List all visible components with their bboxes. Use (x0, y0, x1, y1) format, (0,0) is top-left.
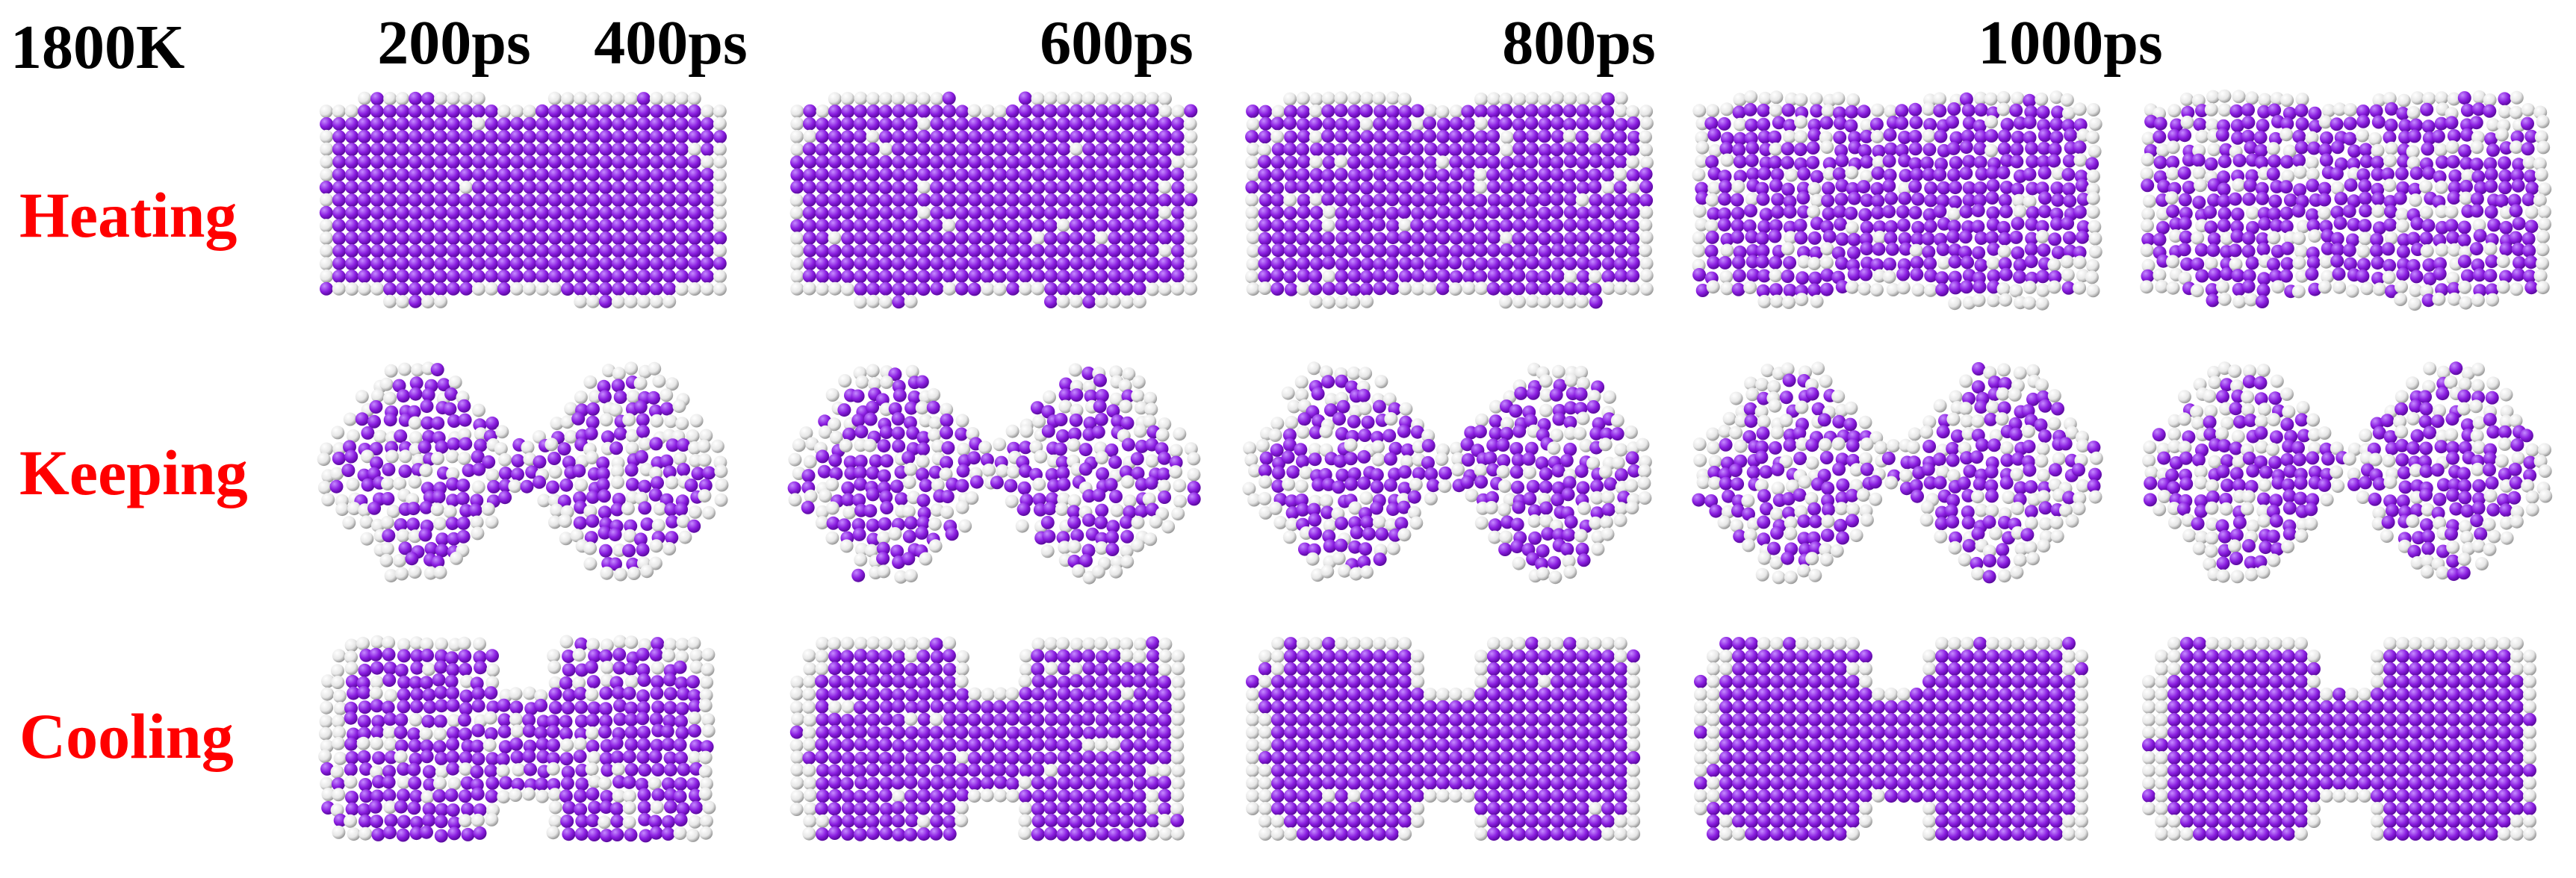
time-label-200ps: 200ps (377, 8, 531, 78)
time-label-400ps: 400ps (594, 8, 748, 78)
stage-label-heating: Heating (19, 179, 238, 251)
snapshot-keeping-600ps (1225, 347, 1673, 594)
snapshot-cooling-800ps (1673, 620, 2121, 866)
time-label-600ps: 600ps (1040, 8, 1194, 78)
snapshot-heating-200ps (299, 75, 747, 321)
snapshot-keeping-400ps (769, 347, 1217, 594)
snapshot-keeping-800ps (1673, 347, 2121, 594)
snapshot-heating-400ps (769, 75, 1217, 321)
snapshot-cooling-200ps (299, 620, 747, 866)
snapshot-heating-800ps (1673, 75, 2121, 321)
snapshot-keeping-200ps (299, 347, 747, 594)
time-label-1000ps: 1000ps (1978, 8, 2163, 78)
snapshot-heating-600ps (1225, 75, 1673, 321)
snapshot-cooling-600ps (1225, 620, 1673, 866)
snapshot-cooling-400ps (769, 620, 1217, 866)
temperature-label: 1800K (10, 13, 185, 82)
snapshot-keeping-1000ps (2121, 347, 2569, 594)
snapshot-cooling-1000ps (2121, 620, 2569, 866)
snapshot-heating-1000ps (2121, 75, 2569, 321)
stage-label-keeping: Keeping (19, 437, 248, 508)
stage-label-cooling: Cooling (19, 700, 234, 772)
time-label-800ps: 800ps (1502, 8, 1656, 78)
